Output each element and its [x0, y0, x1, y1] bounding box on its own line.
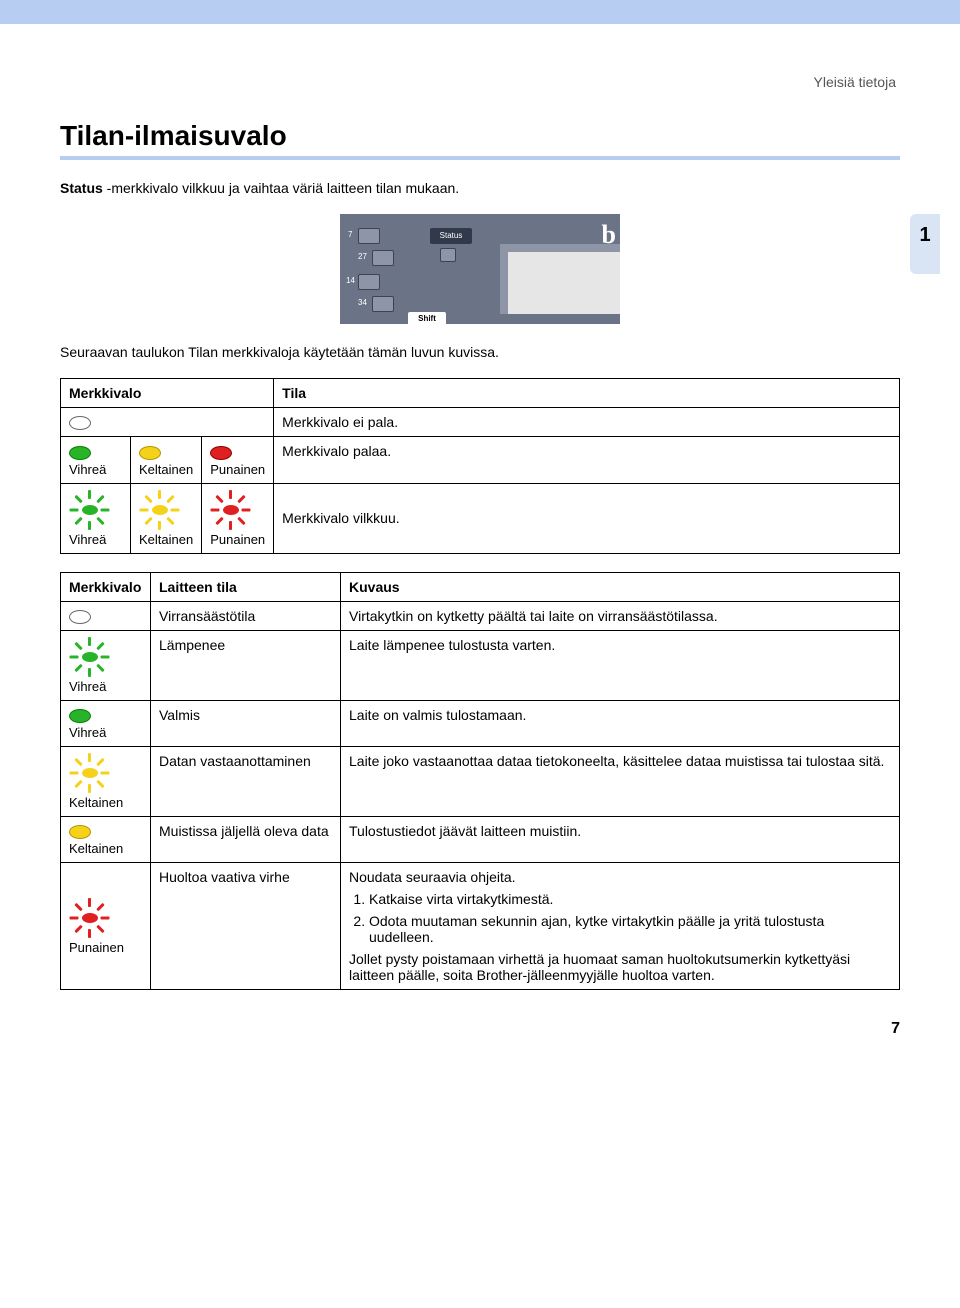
row-led: Keltainen: [61, 817, 151, 863]
intro-text: Status -merkkivalo vilkkuu ja vaihtaa vä…: [60, 180, 900, 196]
row-led: Punainen: [61, 863, 151, 990]
shift-label: Shift: [408, 312, 446, 324]
row-led: Keltainen: [61, 747, 151, 817]
key-num: 27: [358, 252, 367, 261]
state: Datan vastaanottaminen: [151, 747, 341, 817]
state: Huoltoa vaativa virhe: [151, 863, 341, 990]
t1-row2: Merkkivalo palaa.: [274, 437, 900, 483]
label-red: Punainen: [210, 462, 265, 477]
desc: Tulostustiedot jäävät laitteen muistiin.: [341, 817, 900, 863]
blink-yellow-cell: Keltainen: [131, 483, 202, 553]
row-led-label: Punainen: [69, 940, 142, 955]
desc: Laite joko vastaanottaa dataa tietokonee…: [341, 747, 900, 817]
blink-green-cell: Vihreä: [61, 483, 131, 553]
led-blink-icon: [69, 898, 111, 938]
intro-rest: -merkkivalo vilkkuu ja vaihtaa väriä lai…: [103, 180, 459, 196]
row-led: Vihreä: [61, 700, 151, 746]
led-green-icon: [69, 709, 91, 723]
device-photo: 7 27 14 34 Status Shift b: [340, 214, 620, 324]
header-category: Yleisiä tietoja: [60, 74, 900, 90]
desc-intro: Noudata seuraavia ohjeita.: [349, 869, 891, 885]
desc-after: Jollet pysty poistamaan virhettä ja huom…: [349, 951, 891, 983]
step: Katkaise virta virtakytkimestä.: [369, 891, 891, 907]
led-yellow-icon: [139, 446, 161, 460]
row-led-label: Vihreä: [69, 679, 142, 694]
t1-h-tila: Tila: [274, 379, 900, 408]
key-num: 7: [348, 230, 352, 239]
state: Muistissa jäljellä oleva data: [151, 817, 341, 863]
label-red: Punainen: [210, 532, 265, 547]
led-legend-table: Merkkivalo Tila Merkkivalo ei pala. Vihr…: [60, 378, 900, 554]
label-yellow: Keltainen: [139, 532, 193, 547]
key-num: 34: [358, 298, 367, 307]
t2-h-kuvaus: Kuvaus: [341, 572, 900, 601]
page: Yleisiä tietoja 1 Tilan-ilmaisuvalo Stat…: [0, 34, 960, 1058]
led-red-icon: [210, 446, 232, 460]
led-states-table: Merkkivalo Laitteen tila Kuvaus Virransä…: [60, 572, 900, 991]
device-key: [358, 274, 380, 290]
t2-h-laitteen: Laitteen tila: [151, 572, 341, 601]
row-led-label: Vihreä: [69, 725, 142, 740]
blink-red-cell: Punainen: [202, 483, 274, 553]
row-led: [61, 601, 151, 630]
led-blink-icon: [69, 490, 111, 530]
t1-row1: Merkkivalo ei pala.: [274, 408, 900, 437]
device-screen-bezel: [500, 244, 620, 314]
led-green-cell: Vihreä: [61, 437, 131, 483]
table-caption: Seuraavan taulukon Tilan merkkivaloja kä…: [60, 344, 900, 360]
state: Valmis: [151, 700, 341, 746]
led-off-icon: [69, 416, 91, 430]
row-led-label: Keltainen: [69, 795, 142, 810]
led-blink-icon: [69, 637, 111, 677]
top-banner: [0, 0, 960, 24]
brand-glyph: b: [602, 220, 616, 250]
page-number: 7: [60, 1020, 900, 1038]
steps-list: Katkaise virta virtakytkimestä. Odota mu…: [369, 891, 891, 945]
device-key: [372, 250, 394, 266]
label-green: Vihreä: [69, 532, 122, 547]
key-num: 14: [346, 276, 355, 285]
desc: Virtakytkin on kytketty päältä tai laite…: [341, 601, 900, 630]
led-green-icon: [69, 446, 91, 460]
led-yellow-icon: [69, 825, 91, 839]
desc: Noudata seuraavia ohjeita. Katkaise virt…: [341, 863, 900, 990]
t2-h-merkkivalo: Merkkivalo: [61, 572, 151, 601]
led-yellow-cell: Keltainen: [131, 437, 202, 483]
state: Virransäästötila: [151, 601, 341, 630]
status-label: Status: [430, 228, 472, 244]
section-title: Tilan-ilmaisuvalo: [60, 120, 900, 160]
status-word: Status: [60, 180, 103, 196]
row-led: Vihreä: [61, 630, 151, 700]
label-green: Vihreä: [69, 462, 122, 477]
t1-h-merkkivalo: Merkkivalo: [61, 379, 274, 408]
led-off-icon: [69, 610, 91, 624]
desc: Laite lämpenee tulostusta varten.: [341, 630, 900, 700]
state: Lämpenee: [151, 630, 341, 700]
row-led-label: Keltainen: [69, 841, 142, 856]
desc: Laite on valmis tulostamaan.: [341, 700, 900, 746]
t1-row3: Merkkivalo vilkkuu.: [274, 483, 900, 553]
led-blink-icon: [210, 490, 252, 530]
led-blink-icon: [69, 753, 111, 793]
device-key: [358, 228, 380, 244]
chapter-tab: 1: [910, 214, 940, 274]
led-off-cell: [61, 408, 274, 437]
device-key: [372, 296, 394, 312]
led-red-cell: Punainen: [202, 437, 274, 483]
step: Odota muutaman sekunnin ajan, kytke virt…: [369, 913, 891, 945]
label-yellow: Keltainen: [139, 462, 193, 477]
led-blink-icon: [139, 490, 181, 530]
status-led-key: [440, 248, 456, 262]
